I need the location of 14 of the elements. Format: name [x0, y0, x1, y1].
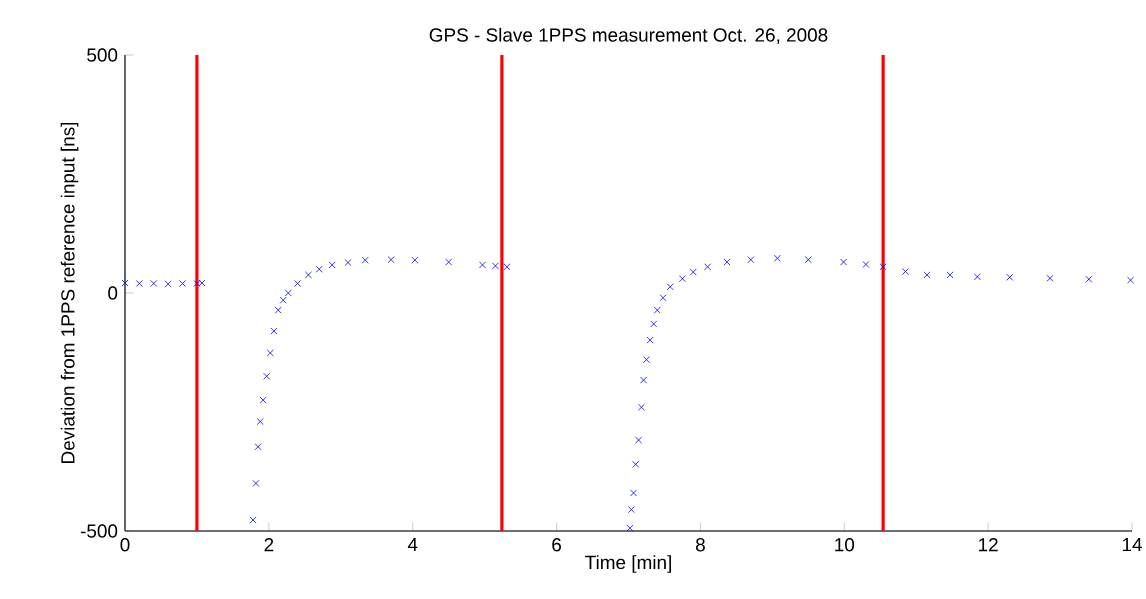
x-tick-label: 2 [264, 538, 274, 552]
y-tick-label: 0 [108, 286, 118, 300]
chart-title: GPS - Slave 1PPS measurement Oct. 26, 2008 [429, 27, 828, 44]
x-tick-label: 10 [835, 538, 855, 552]
x-axis-title: Time [min] [585, 555, 671, 573]
x-tick-label: 12 [979, 538, 998, 552]
x-tick-label: 8 [695, 538, 705, 552]
x-tick-label: 0 [120, 538, 130, 552]
x-tick-label: 6 [552, 538, 561, 552]
y-tick-label: 500 [87, 48, 118, 62]
y-tick-label: -500 [80, 524, 118, 538]
x-tick-label: 14 [1122, 538, 1142, 552]
x-tick-label: 4 [407, 538, 418, 552]
y-axis-title: Deviation from 1PPS reference input [ns] [60, 122, 79, 463]
